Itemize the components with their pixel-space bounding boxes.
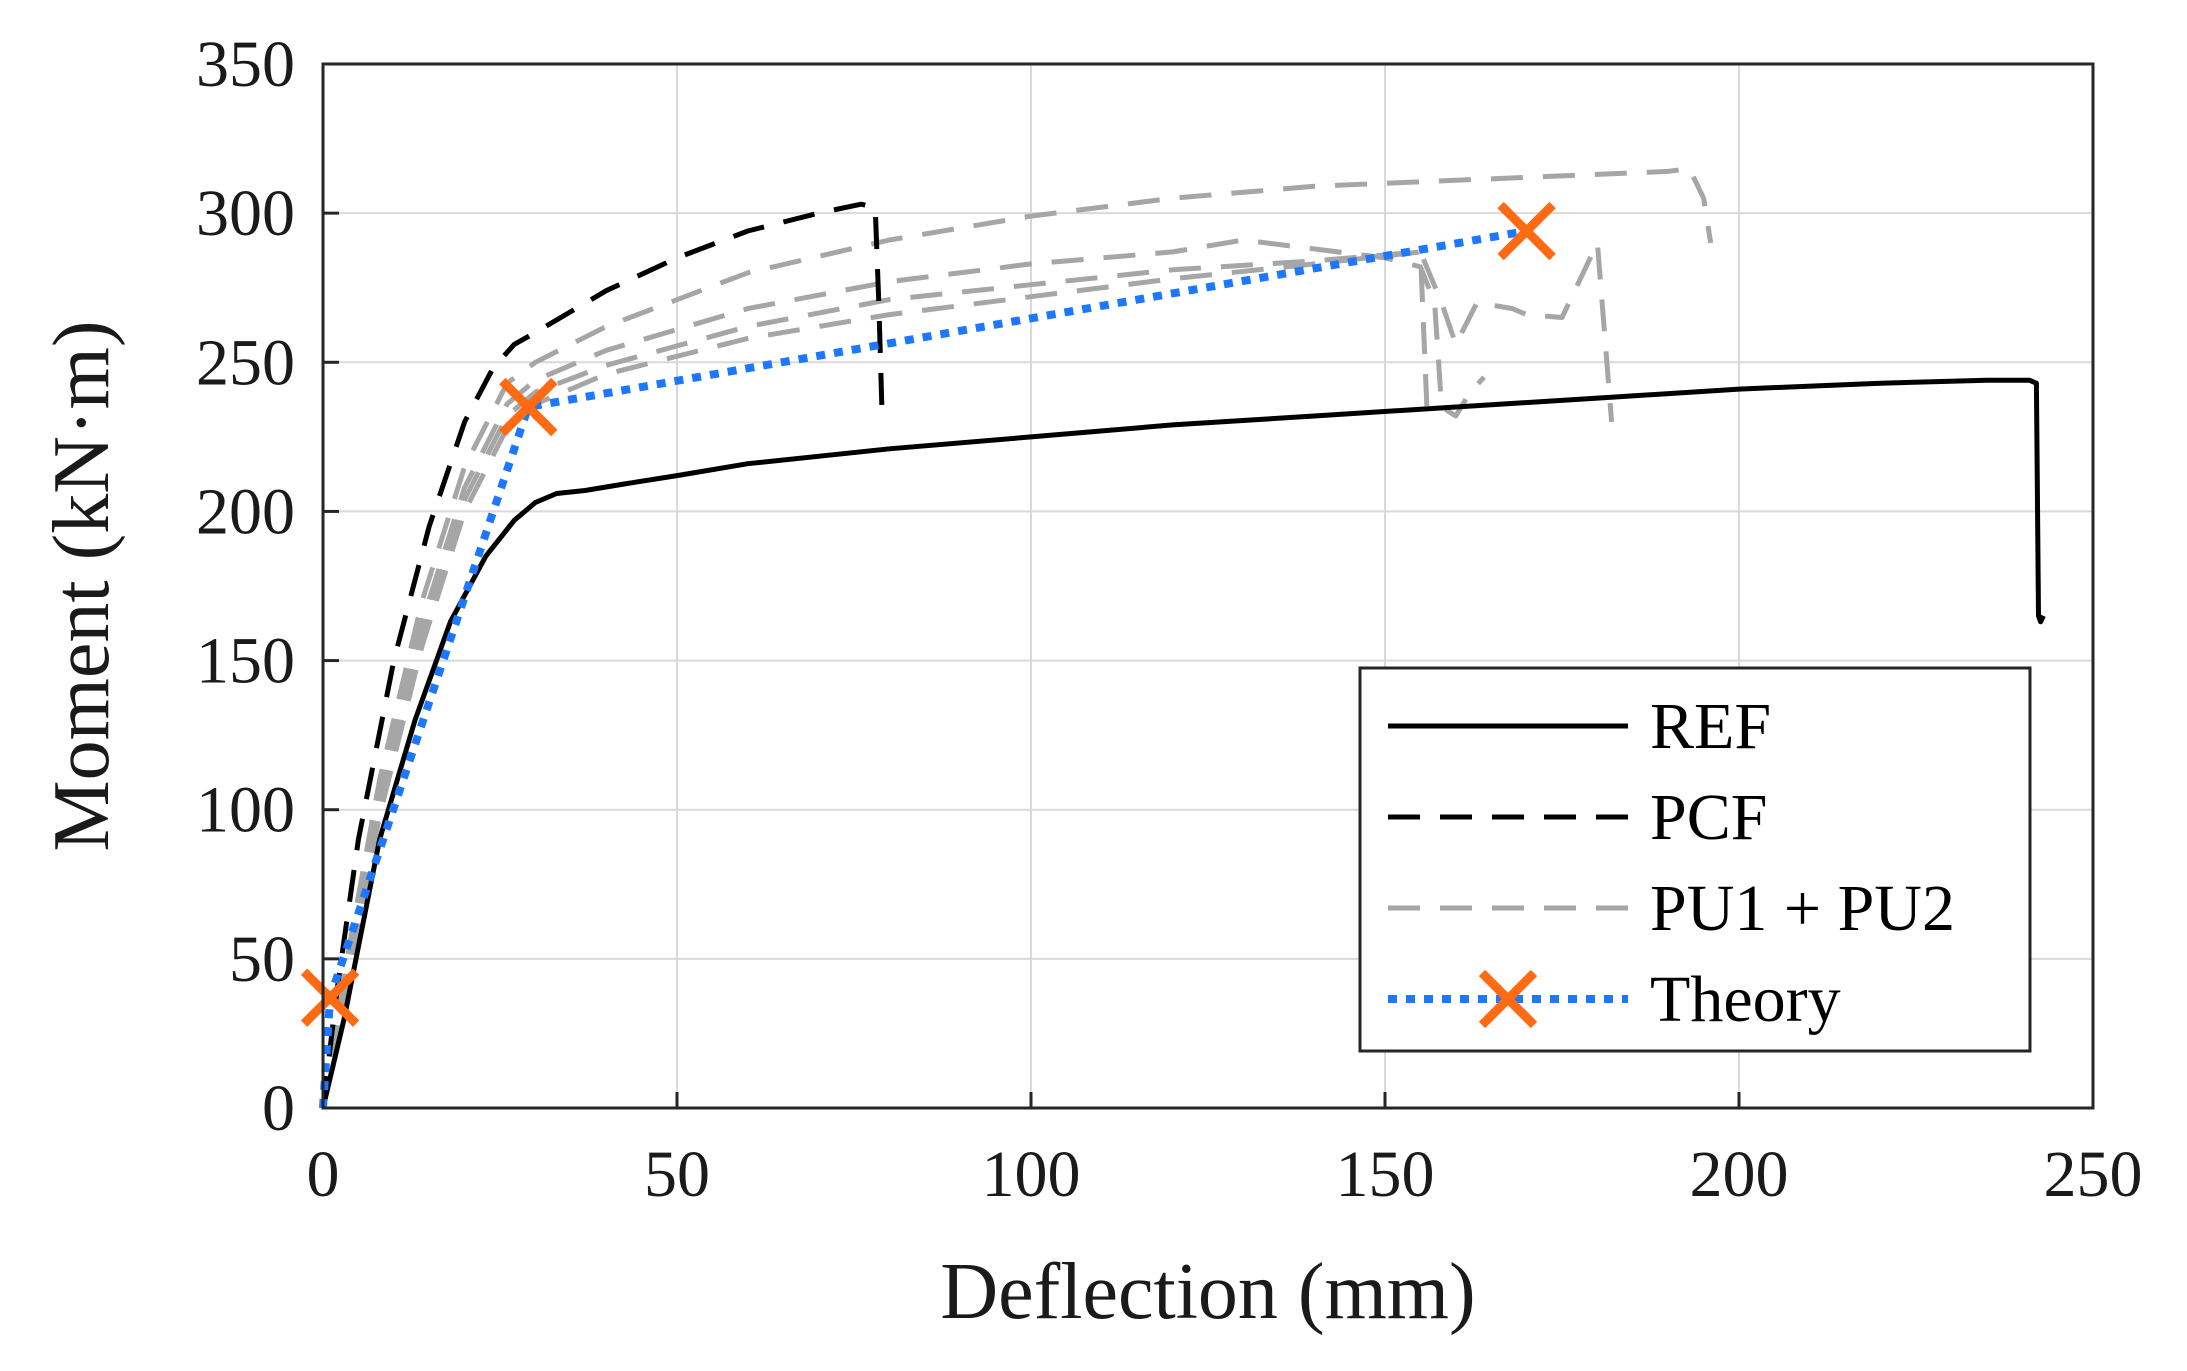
series-layer: [300, 165, 2046, 1109]
x-tick-label: 50: [644, 1138, 710, 1211]
y-tick-label: 150: [196, 625, 295, 698]
y-tick-label: 300: [196, 177, 295, 250]
tick-labels: 0 50 100 150 200 250 0 50 100 150 200 250 300 350: [196, 28, 2143, 1211]
y-tick-label: 0: [262, 1072, 295, 1145]
marker-stroke: [499, 377, 558, 437]
legend-label: Theory: [1650, 963, 1841, 1036]
marker-stroke: [1497, 201, 1556, 261]
series-line-pu1-pu2: [320, 165, 1714, 1109]
theory-x-marker: [1497, 201, 1556, 261]
series-line-theory: [319, 227, 1528, 1109]
x-tick-label: 200: [1690, 1138, 1789, 1211]
x-tick-label: 250: [2044, 1138, 2143, 1211]
x-tick-label: 150: [1336, 1138, 1435, 1211]
legend-entry: REF: [1388, 690, 1771, 763]
series-line-pu1-pu2: [320, 240, 1615, 1109]
legend-items: REF PCF PU1 + PU2 Theory: [1388, 690, 1955, 1036]
plot-frame: [321, 62, 2095, 1110]
theory-x-marker: [300, 968, 360, 1027]
legend-entry: Theory: [1388, 963, 1841, 1036]
x-tick-label: 100: [982, 1138, 1081, 1211]
y-tick-label: 100: [196, 774, 295, 847]
y-axis-title: Moment (kN·m): [38, 320, 126, 851]
legend-entry: PCF: [1388, 781, 1767, 854]
x-axis-title: Deflection (mm): [940, 1248, 1475, 1336]
series-line-pcf: [320, 201, 885, 1109]
legend-label: PCF: [1650, 781, 1767, 854]
legend: REF PCF PU1 + PU2 Theory: [1358, 666, 2032, 1053]
marker-stroke: [300, 968, 360, 1027]
marker-stroke: [1478, 969, 1538, 1029]
theory-x-marker: [499, 377, 558, 437]
series-line-pu1-pu2: [320, 237, 1486, 1109]
y-tick-label: 350: [196, 28, 295, 101]
y-tick-label: 250: [196, 326, 295, 399]
legend-label: PU1 + PU2: [1650, 872, 1955, 945]
y-tick-label: 200: [196, 475, 295, 548]
legend-label: REF: [1650, 690, 1771, 763]
y-tick-label: 50: [229, 923, 295, 996]
legend-x-marker: [1478, 969, 1538, 1029]
legend-entry: PU1 + PU2: [1388, 872, 1955, 945]
legend-box: [1358, 666, 2032, 1053]
x-tick-label: 0: [307, 1138, 340, 1211]
